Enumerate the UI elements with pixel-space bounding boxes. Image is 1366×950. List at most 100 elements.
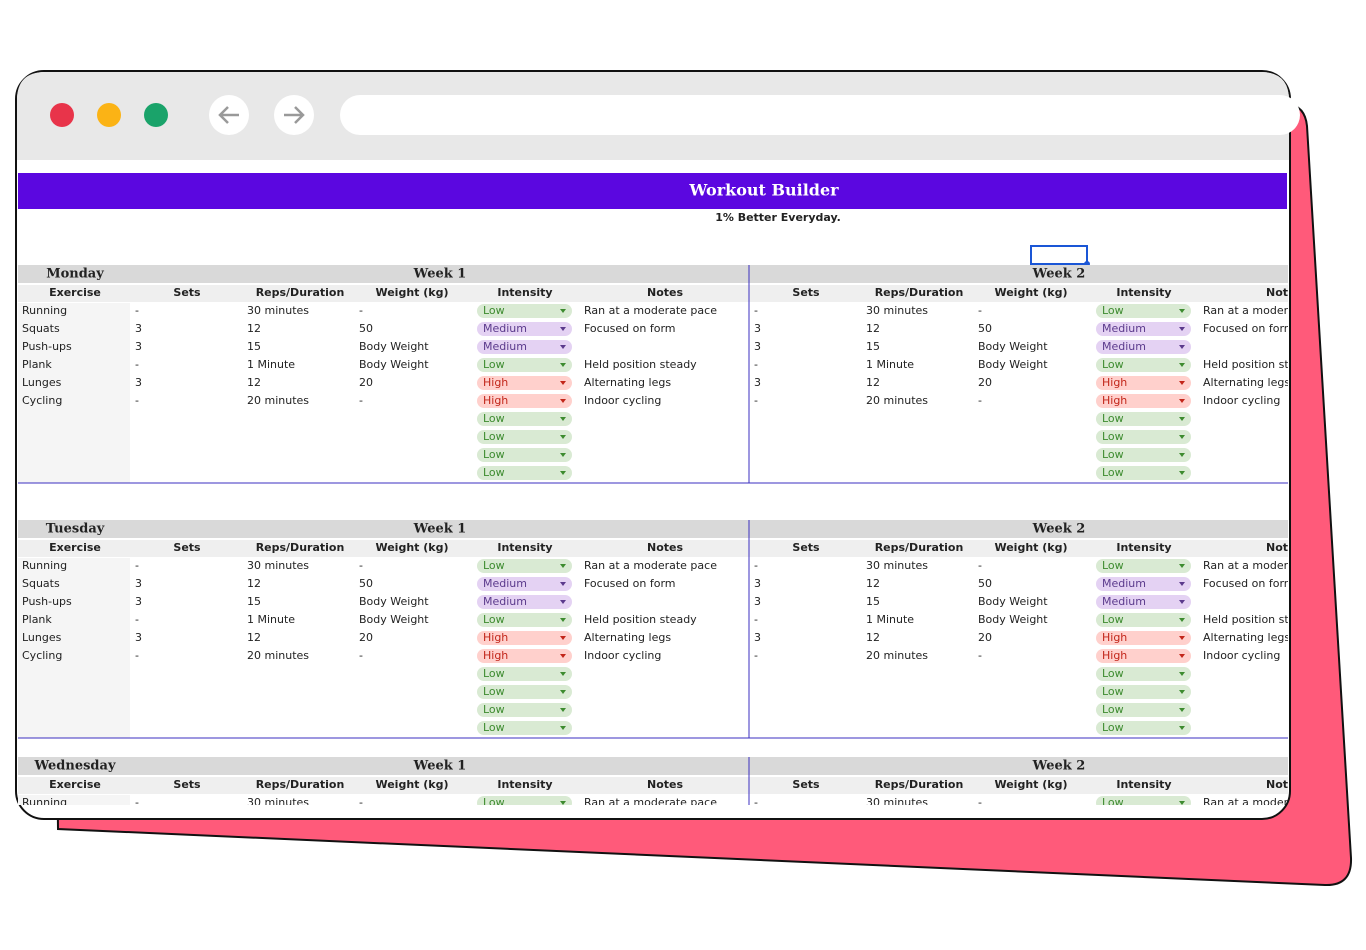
dropdown-arrow <box>1179 672 1185 676</box>
dropdown-value: Low <box>483 430 505 443</box>
minimize-button[interactable] <box>97 103 121 127</box>
intensity-dropdown[interactable]: Low <box>1096 358 1191 372</box>
cell-weight: - <box>978 649 982 662</box>
intensity-dropdown[interactable]: Medium <box>1096 322 1191 336</box>
cell-reps: 20 minutes <box>247 394 309 407</box>
column-header: Notes <box>647 778 683 791</box>
column-header: Intensity <box>497 286 552 299</box>
column-header: Reps/Duration <box>875 541 964 554</box>
dropdown-value: Low <box>1102 466 1124 479</box>
intensity-dropdown[interactable]: Low <box>477 358 572 372</box>
intensity-dropdown[interactable]: Low <box>477 412 572 426</box>
dropdown-pill <box>477 376 572 390</box>
dropdown-pill <box>477 430 572 444</box>
column-header: Weight (kg) <box>994 286 1067 299</box>
back-button[interactable] <box>209 95 249 135</box>
dropdown-value: Low <box>1102 685 1124 698</box>
intensity-dropdown[interactable]: High <box>1096 376 1191 390</box>
close-button[interactable] <box>50 103 74 127</box>
column-header: Notes <box>647 286 683 299</box>
intensity-dropdown[interactable]: Low <box>1096 412 1191 426</box>
column-header: Notes <box>1266 778 1302 791</box>
dropdown-arrow <box>1179 690 1185 694</box>
intensity-dropdown[interactable]: Low <box>477 430 572 444</box>
column-header: Sets <box>173 541 201 554</box>
dropdown-pill <box>477 304 572 318</box>
cell-sets: 3 <box>754 631 761 644</box>
intensity-dropdown[interactable]: Low <box>1096 448 1191 462</box>
intensity-dropdown[interactable]: Low <box>477 703 572 717</box>
dropdown-arrow <box>1179 453 1185 457</box>
intensity-dropdown[interactable]: Medium <box>477 322 572 336</box>
intensity-dropdown[interactable]: Medium <box>1096 577 1191 591</box>
cell-weight: 50 <box>359 322 373 335</box>
maximize-button[interactable] <box>144 103 168 127</box>
intensity-dropdown[interactable]: Medium <box>1096 595 1191 609</box>
cell-reps: 12 <box>866 376 880 389</box>
intensity-dropdown[interactable]: Low <box>477 721 572 735</box>
intensity-dropdown[interactable]: Low <box>477 796 572 810</box>
intensity-dropdown[interactable]: Low <box>1096 559 1191 573</box>
cell-sets: 3 <box>754 322 761 335</box>
cell-sets: 3 <box>754 577 761 590</box>
address-bar[interactable] <box>340 95 1300 135</box>
intensity-dropdown[interactable]: Low <box>477 304 572 318</box>
dropdown-pill <box>477 394 572 408</box>
cell-weight: Body Weight <box>359 340 429 353</box>
cell-notes: Ran at a moderate pace <box>584 304 717 317</box>
dropdown-value: Low <box>483 667 505 680</box>
intensity-dropdown[interactable]: High <box>477 631 572 645</box>
intensity-dropdown[interactable]: High <box>477 394 572 408</box>
cell-sets: 3 <box>754 340 761 353</box>
column-header: Exercise <box>49 286 101 299</box>
intensity-dropdown[interactable]: Medium <box>477 340 572 354</box>
dropdown-pill <box>1096 685 1191 699</box>
dropdown-arrow <box>560 309 566 313</box>
intensity-dropdown[interactable]: Low <box>477 667 572 681</box>
column-header: Notes <box>647 541 683 554</box>
intensity-dropdown[interactable]: High <box>1096 649 1191 663</box>
intensity-dropdown[interactable]: Low <box>1096 466 1191 480</box>
dropdown-arrow <box>560 618 566 622</box>
intensity-dropdown[interactable]: Low <box>477 559 572 573</box>
dropdown-value: Low <box>1102 559 1124 572</box>
intensity-dropdown[interactable]: Low <box>477 613 572 627</box>
intensity-dropdown[interactable]: Low <box>1096 430 1191 444</box>
intensity-dropdown[interactable]: Low <box>1096 721 1191 735</box>
cell-reps: 1 Minute <box>866 613 914 626</box>
intensity-dropdown[interactable]: High <box>477 376 572 390</box>
intensity-dropdown[interactable]: High <box>1096 394 1191 408</box>
column-header: Reps/Duration <box>256 286 345 299</box>
cell-weight: 20 <box>978 631 992 644</box>
intensity-dropdown[interactable]: Low <box>1096 613 1191 627</box>
intensity-dropdown[interactable]: Low <box>1096 796 1191 810</box>
intensity-dropdown[interactable]: Low <box>1096 667 1191 681</box>
intensity-dropdown[interactable]: Low <box>477 448 572 462</box>
cell-sets: - <box>135 613 139 626</box>
forward-button[interactable] <box>274 95 314 135</box>
cell-notes: Ran at a moderate pace <box>1203 796 1336 809</box>
dropdown-arrow <box>1179 435 1185 439</box>
dropdown-pill <box>477 340 572 354</box>
intensity-dropdown[interactable]: Medium <box>477 577 572 591</box>
intensity-dropdown[interactable]: Medium <box>1096 340 1191 354</box>
intensity-dropdown[interactable]: Low <box>1096 304 1191 318</box>
intensity-dropdown[interactable]: High <box>477 649 572 663</box>
cell-weight: Body Weight <box>978 358 1048 371</box>
intensity-dropdown[interactable]: Medium <box>477 595 572 609</box>
dropdown-pill <box>477 685 572 699</box>
dropdown-value: Medium <box>1102 322 1146 335</box>
cell-weight: Body Weight <box>359 613 429 626</box>
dropdown-arrow <box>1179 381 1185 385</box>
selected-cell[interactable] <box>1030 245 1088 265</box>
cell-weight: 50 <box>978 577 992 590</box>
dropdown-value: Low <box>1102 358 1124 371</box>
cell-notes: Ran at a moderate pace <box>1203 304 1336 317</box>
intensity-dropdown[interactable]: Low <box>1096 703 1191 717</box>
intensity-dropdown[interactable]: Low <box>1096 685 1191 699</box>
intensity-dropdown[interactable]: High <box>1096 631 1191 645</box>
intensity-dropdown[interactable]: Low <box>477 466 572 480</box>
intensity-dropdown[interactable]: Low <box>477 685 572 699</box>
cell-reps: 30 minutes <box>866 304 928 317</box>
cell-reps: 15 <box>247 340 261 353</box>
